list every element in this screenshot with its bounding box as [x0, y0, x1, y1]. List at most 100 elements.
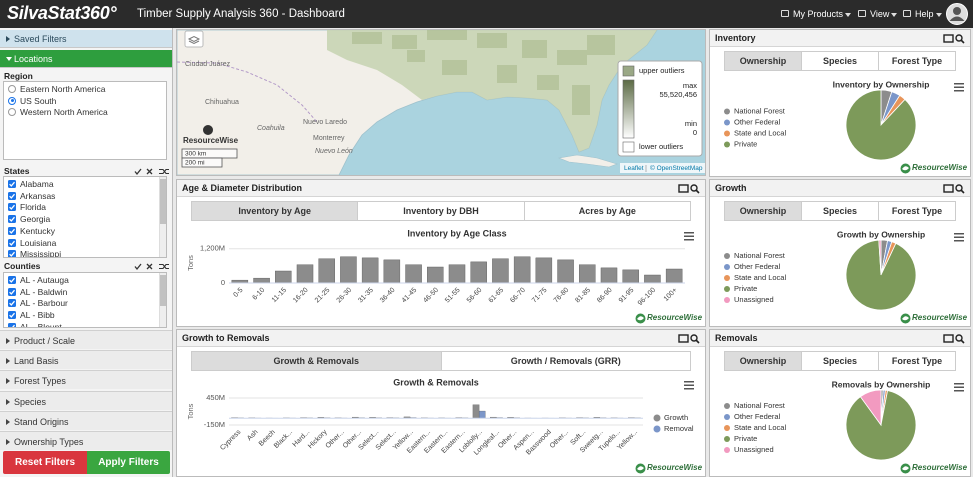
- brand-logo: ResourceWise: [900, 163, 968, 174]
- checkbox[interactable]: [8, 203, 16, 212]
- tab[interactable]: Forest Type: [891, 56, 943, 66]
- check-option[interactable]: Mississippi: [20, 249, 62, 258]
- panel-tools: [678, 334, 700, 344]
- panel-header: Growth: [710, 180, 970, 197]
- caret: [6, 378, 10, 385]
- attribution-link[interactable]: Leaflet: [624, 165, 644, 172]
- tab[interactable]: Inventory by Age: [192, 202, 359, 220]
- filter-section[interactable]: Forest Types: [0, 370, 172, 390]
- reset-button[interactable]: Reset Filters: [3, 451, 87, 474]
- check-option[interactable]: AL - Blount: [20, 321, 62, 328]
- tab[interactable]: Inventory by DBH: [358, 202, 525, 220]
- legend-swatch: [724, 253, 730, 259]
- menu-item[interactable]: Help: [903, 8, 943, 21]
- tab[interactable]: Ownership: [725, 352, 802, 370]
- x-tick-label: Cypress: [219, 428, 242, 451]
- legend-label: State and Local: [734, 128, 786, 137]
- checkbox-tick: [9, 216, 15, 222]
- filter-section[interactable]: Land Basis: [0, 350, 172, 370]
- tab[interactable]: Ownership: [725, 202, 802, 220]
- x-tick-label: 56-60: [466, 287, 484, 305]
- tab[interactable]: Species: [802, 52, 879, 70]
- checkbox[interactable]: [8, 276, 16, 284]
- check-option[interactable]: Georgia: [20, 214, 51, 225]
- checkbox[interactable]: [8, 226, 16, 235]
- filter-section[interactable]: Species: [0, 390, 172, 410]
- legend-label: State and Local: [734, 273, 786, 282]
- x-tick-label: Ash: [246, 429, 260, 443]
- bar: [361, 257, 379, 284]
- legend-swatch: [724, 297, 730, 303]
- tab[interactable]: Forest Type: [891, 356, 943, 366]
- checkbox-box: [8, 203, 16, 212]
- check-option[interactable]: Arkansas: [20, 190, 56, 201]
- checkbox[interactable]: [8, 287, 16, 296]
- tab[interactable]: Acres by Age: [578, 206, 636, 216]
- x-tick-label: 41-45: [401, 287, 419, 305]
- checkbox[interactable]: [8, 191, 16, 200]
- county-patch: [477, 33, 507, 48]
- region-option[interactable]: Eastern North America: [20, 84, 106, 94]
- filter-section[interactable]: Ownership Types: [0, 431, 172, 450]
- tab[interactable]: Ownership: [725, 52, 802, 70]
- check-option[interactable]: Florida: [20, 202, 46, 213]
- attribution-link[interactable]: © OpenStreetMap: [650, 164, 703, 172]
- bar: [296, 264, 314, 284]
- check-option[interactable]: Louisiana: [20, 237, 57, 248]
- checkbox[interactable]: [8, 238, 16, 247]
- zoom-icon: [690, 334, 698, 342]
- legend-label: Private: [734, 139, 757, 148]
- tab[interactable]: Growth & Removals: [192, 352, 442, 370]
- panel-tools: [943, 34, 965, 44]
- checkbox[interactable]: [8, 250, 16, 258]
- check-option[interactable]: Kentucky: [20, 225, 55, 236]
- bar: [600, 267, 618, 284]
- tab[interactable]: Forest Type: [891, 206, 943, 216]
- menu-item[interactable]: My Products: [781, 8, 852, 21]
- tab-bar: Growth & Removals Growth / Removals (GRR): [191, 351, 691, 371]
- region-list: Eastern North America US South Western Nor…: [3, 81, 167, 160]
- checkbox-tick: [9, 289, 15, 295]
- radio[interactable]: [8, 96, 16, 105]
- tab[interactable]: Growth / Removals (GRR): [510, 356, 621, 366]
- chart: Removals by Ownership National Forest Othe…: [724, 379, 964, 461]
- legend-swatch: [724, 275, 730, 281]
- filter-section[interactable]: Stand Origins: [0, 410, 172, 430]
- check-option[interactable]: Alabama: [20, 179, 54, 189]
- checkbox[interactable]: [8, 215, 16, 224]
- region-option[interactable]: US South: [20, 95, 57, 106]
- caret: [6, 36, 10, 42]
- tab[interactable]: Species: [802, 202, 879, 220]
- section-header[interactable]: Saved Filters: [0, 30, 172, 48]
- brand-swirl-inner: [637, 466, 644, 471]
- checkbox[interactable]: [8, 299, 16, 308]
- radio[interactable]: [8, 108, 16, 116]
- region-option[interactable]: Western North America: [20, 107, 108, 117]
- zoom-icon-handle: [960, 339, 965, 344]
- check-option[interactable]: AL - Baldwin: [20, 286, 68, 297]
- section-header[interactable]: Locations: [0, 50, 172, 68]
- chart-title: Removals by Ownership: [832, 379, 931, 389]
- checkbox[interactable]: [8, 311, 16, 320]
- menu-icon-bar: [684, 384, 694, 386]
- menu-item[interactable]: View: [858, 8, 898, 21]
- avatar[interactable]: [946, 3, 968, 25]
- check-option[interactable]: AL - Autauga: [20, 275, 69, 285]
- tab[interactable]: Species: [802, 352, 879, 370]
- checkbox[interactable]: [8, 322, 16, 328]
- legend-label: National Forest: [734, 251, 786, 260]
- legend-swatch: [724, 447, 730, 453]
- radio-dot: [10, 99, 14, 102]
- invert-icon: [159, 168, 169, 175]
- layers-control[interactable]: [184, 30, 204, 48]
- checkbox[interactable]: [8, 180, 16, 188]
- pie-slice: [878, 239, 882, 276]
- check-option[interactable]: AL - Barbour: [20, 298, 68, 309]
- apply-button[interactable]: Apply Filters: [87, 451, 170, 474]
- radio[interactable]: [8, 85, 16, 93]
- bar: [275, 270, 292, 284]
- check-option[interactable]: AL - Bibb: [20, 310, 55, 321]
- county-patch: [407, 50, 425, 62]
- filter-section[interactable]: Product / Scale: [0, 330, 172, 349]
